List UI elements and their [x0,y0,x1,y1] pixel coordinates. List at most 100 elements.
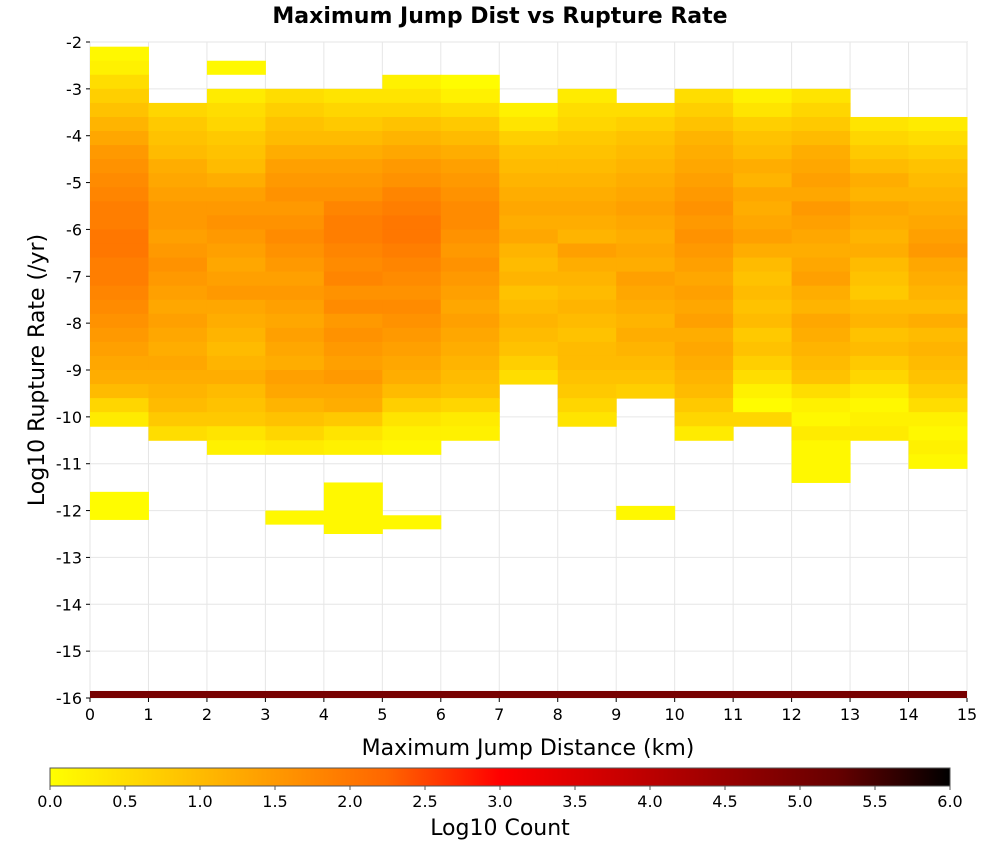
heatmap-cell [791,131,851,146]
plot-area [89,41,968,699]
heatmap-cell [265,243,325,259]
heatmap-cell [440,355,500,371]
heatmap-cell [674,398,734,413]
heatmap-cell [206,257,266,273]
heatmap-cell [206,426,266,441]
heatmap-cell [616,341,676,357]
heatmap-cell [557,327,617,343]
heatmap-cell [674,370,734,385]
heatmap-cell [323,370,383,385]
heatmap-cell [674,313,734,329]
heatmap-cell [440,131,500,146]
heatmap-cell [674,131,734,146]
heatmap-cell [674,412,734,427]
heatmap-cell [206,131,266,146]
heatmap-cell [733,243,793,259]
heatmap-cell [440,159,500,174]
heatmap-cell [323,412,383,427]
heatmap-cell [499,201,559,216]
heatmap-cell [908,257,968,273]
heatmap-cell [148,173,208,188]
heatmap-cell [791,159,851,174]
heatmap-cell [382,257,442,273]
heatmap-cell [908,370,968,385]
heatmap-cell [323,482,383,534]
heatmap-cell [206,440,266,455]
heatmap-cell [206,60,266,75]
heatmap-cell [850,341,910,357]
heatmap-cell [850,384,910,399]
colorbar-tick-label: 3.0 [487,792,512,811]
heatmap-cell [850,215,910,230]
heatmap-cell [90,370,149,385]
heatmap-cell [616,370,676,385]
y-tick-label: -6 [66,220,82,239]
y-tick-label: -8 [66,314,82,333]
heatmap-cell [206,243,266,259]
heatmap-cell [382,187,442,202]
heatmap-cell [90,74,149,90]
heatmap-cell [616,131,676,146]
heatmap-cell [265,131,325,146]
heatmap-cell [148,257,208,273]
heatmap-cell [440,271,500,287]
heatmap-cell [791,468,851,483]
heatmap-cell [440,173,500,188]
heatmap-cell [206,102,266,118]
x-tick-label: 10 [664,705,684,724]
heatmap-cell [206,201,266,216]
heatmap-cell [733,341,793,357]
heatmap-cell [791,440,851,455]
heatmap-cell [265,440,325,455]
heatmap-cell [616,327,676,343]
colorbar-tick-label: 2.5 [412,792,437,811]
heatmap-cell [90,173,149,188]
heatmap-cell [791,271,851,287]
heatmap-cell [90,327,149,343]
heatmap-cell [499,313,559,329]
heatmap-cell [148,159,208,174]
heatmap-cell [265,398,325,413]
heatmap-cell [148,412,208,427]
colorbar-tick-label: 1.5 [262,792,287,811]
heatmap-cell [791,145,851,160]
heatmap-cell [206,398,266,413]
x-tick-label: 11 [723,705,743,724]
heatmap-cell [674,355,734,371]
heatmap-cell [850,243,910,259]
heatmap-cell [323,384,383,399]
heatmap-cell [908,440,968,455]
heatmap-cell [616,145,676,160]
heatmap-cell [90,145,149,160]
x-tick-label: 6 [436,705,446,724]
heatmap-cell [850,257,910,273]
heatmap-cell [382,341,442,357]
heatmap-cell [440,257,500,273]
heatmap-cell [148,243,208,259]
heatmap-cell [323,88,383,104]
colorbar: 0.0 0.5 1.0 1.5 2.0 2.5 3.0 3.5 4.0 4.5 5.0 5.5 6.0 [37,767,963,811]
heatmap-cell [440,285,500,301]
heatmap-cell [850,285,910,301]
heatmap-cell [499,271,559,287]
heatmap-cell [206,116,266,132]
heatmap-cell [791,102,851,118]
heatmap-cell [850,116,910,132]
heatmap-cell [440,426,500,441]
heatmap-cell [733,398,793,413]
heatmap-cell [148,187,208,202]
colorbar-tick-label: 0.5 [112,792,137,811]
heatmap-cell [382,201,442,216]
heatmap-cell [206,271,266,287]
heatmap-cell [557,370,617,385]
heatmap-cell [90,355,149,371]
heatmap-cell [499,173,559,188]
heatmap-cell [323,131,383,146]
heatmap-cell [908,159,968,174]
heatmap-cell [265,201,325,216]
heatmap-cell [382,515,442,530]
heatmap-cell [148,229,208,244]
heatmap-cell [791,243,851,259]
heatmap-cell [148,102,208,118]
heatmap-cell [90,131,149,146]
